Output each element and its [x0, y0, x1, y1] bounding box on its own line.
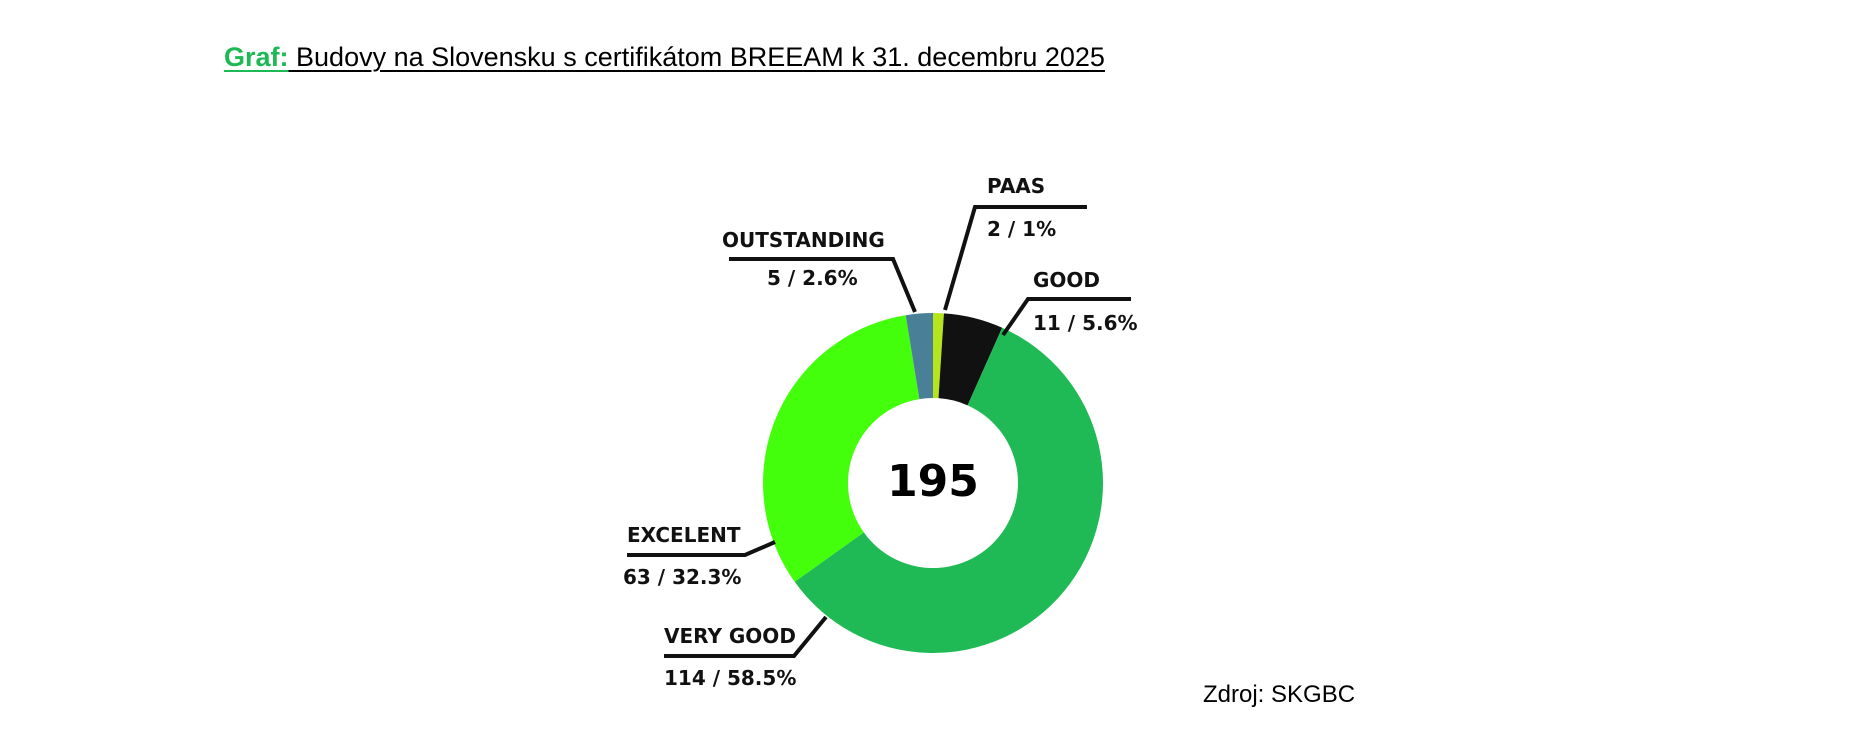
- chart-heading: Graf: Budovy na Slovensku s certifikátom…: [224, 42, 1105, 73]
- label-value-excelent: 63 / 32.3%: [623, 565, 741, 589]
- label-value-paas: 2 / 1%: [987, 217, 1056, 241]
- leader-line-very-good: [664, 615, 828, 658]
- leader-line-excelent: [627, 540, 776, 557]
- heading-prefix: Graf:: [224, 42, 289, 72]
- slice-excelent: [763, 315, 920, 582]
- slice-very-good: [794, 327, 1103, 653]
- label-value-very-good: 114 / 58.5%: [664, 666, 796, 690]
- center-total: 195: [887, 456, 979, 507]
- slice-good: [938, 313, 1003, 406]
- label-name-paas: PAAS: [987, 174, 1045, 198]
- heading-text: Budovy na Slovensku s certifikátom BREEA…: [296, 42, 1105, 72]
- label-value-good: 11 / 5.6%: [1033, 311, 1138, 335]
- slice-paas: [933, 313, 944, 399]
- label-name-good: GOOD: [1033, 268, 1100, 292]
- leader-line-good: [1001, 297, 1131, 337]
- leader-lines: [627, 205, 1131, 658]
- leader-line-outstanding: [729, 257, 917, 313]
- label-name-very-good: VERY GOOD: [664, 624, 796, 648]
- source-note: Zdroj: SKGBC: [1203, 681, 1356, 708]
- slice-labels: PAAS 2 / 1% GOOD 11 / 5.6% VERY GOOD 114 / 58…: [623, 174, 1138, 690]
- label-name-outstanding: OUTSTANDING: [722, 228, 885, 252]
- slice-outstanding: [905, 313, 933, 400]
- donut-slices: [763, 313, 1103, 653]
- label-value-outstanding: 5 / 2.6%: [767, 266, 858, 290]
- label-name-excelent: EXCELENT: [627, 523, 741, 547]
- leader-line-paas: [943, 205, 1087, 311]
